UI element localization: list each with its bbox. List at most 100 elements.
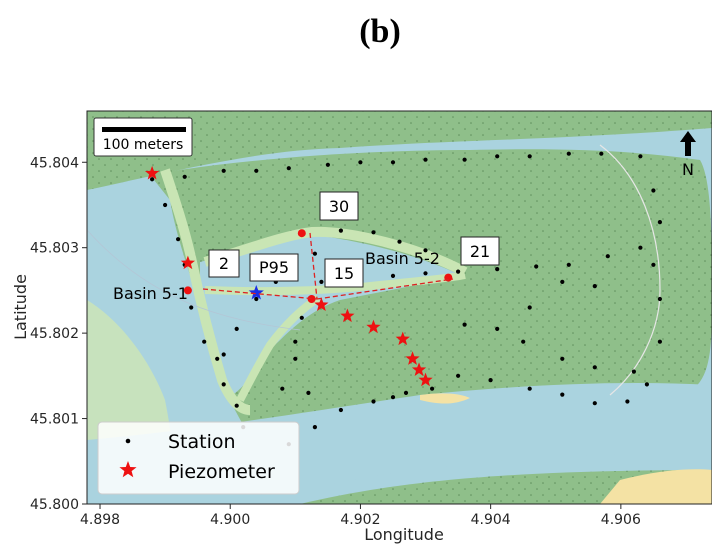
- station-point: [234, 326, 239, 331]
- callout-21: 21: [460, 236, 500, 266]
- site-marker-30: [297, 229, 306, 238]
- y-tick-label: 45.802: [30, 326, 79, 342]
- station-point: [390, 395, 396, 400]
- station-point: [657, 220, 663, 225]
- station-point: [423, 248, 428, 253]
- station-point: [495, 154, 500, 159]
- station-point: [566, 262, 571, 267]
- station-point: [592, 284, 597, 289]
- station-point: [358, 160, 363, 165]
- dyke-south: [204, 271, 466, 296]
- station-point: [521, 339, 526, 344]
- station-point: [182, 174, 187, 179]
- scale-bar-label: 100 meters: [103, 137, 184, 153]
- station-point: [338, 228, 343, 233]
- station-point: [527, 305, 532, 310]
- callout-label: 2: [219, 254, 229, 273]
- legend: Station Piezometer: [97, 421, 300, 495]
- station-point: [527, 386, 532, 391]
- callouts: 2 P95 30 15 21: [208, 191, 500, 288]
- station-point: [560, 356, 565, 361]
- station-point: [566, 151, 571, 156]
- station-point: [657, 339, 663, 344]
- legend-box: [97, 421, 300, 495]
- plot-frame: [86, 110, 712, 505]
- station-point: [234, 403, 239, 408]
- basin-5-1-label: Basin 5-1: [113, 284, 188, 303]
- site-marker-15: [307, 295, 316, 303]
- station-point: [254, 168, 259, 173]
- station-point: [651, 262, 656, 267]
- station-point: [456, 269, 461, 274]
- plot-area: [86, 110, 712, 505]
- piezometer-point: [314, 297, 329, 311]
- callout-2: 2: [208, 249, 240, 278]
- north-arrow-icon: [680, 131, 696, 156]
- legend-station-label: Station: [168, 431, 236, 453]
- station-point: [456, 373, 461, 378]
- dashed-connections: [202, 232, 454, 300]
- station-point: [319, 279, 324, 284]
- dashed-line-basin-5-2: [316, 278, 454, 300]
- scale-bar-line: [102, 127, 186, 132]
- dashed-line-30-15: [309, 232, 318, 300]
- x-tick-label: 4.904: [471, 512, 511, 528]
- y-axis-label: Latitude: [11, 274, 30, 340]
- station-point: [599, 151, 604, 156]
- station-point: [638, 245, 643, 250]
- station-point: [638, 154, 643, 159]
- callout-label: 30: [329, 197, 349, 216]
- y-tick-label: 45.801: [30, 412, 79, 428]
- callout-label: 15: [334, 264, 354, 283]
- x-tick-label: 4.900: [210, 512, 250, 528]
- site-marker-2: [183, 286, 192, 295]
- station-point: [312, 425, 317, 430]
- callout-15: 15: [324, 258, 364, 288]
- station-point: [150, 177, 155, 182]
- station-point: [202, 339, 207, 344]
- station-point: [423, 157, 428, 162]
- station-point: [495, 267, 500, 272]
- station-point: [221, 352, 226, 357]
- scale-bar: 100 meters: [93, 117, 193, 157]
- dyke-inner: [236, 294, 321, 402]
- station-point: [215, 356, 220, 361]
- land-texture: [150, 149, 712, 461]
- piezometer-point: [366, 319, 381, 334]
- x-tick-label: 4.902: [340, 512, 380, 528]
- station-point: [631, 369, 637, 374]
- station-point: [280, 386, 285, 391]
- station-point: [371, 399, 376, 404]
- piezometer-point: [411, 362, 427, 376]
- station-point: [527, 154, 532, 159]
- sand-bank-center: [420, 393, 470, 404]
- road-line: [87, 229, 301, 331]
- y-tick-label: 45.800: [30, 497, 79, 513]
- x-axis-label: Longitude: [364, 525, 444, 544]
- station-point: [163, 202, 168, 208]
- station-point: [371, 230, 376, 235]
- axes: 4.898 4.900 4.902 4.904 4.906 45.800 45.801 45.…: [30, 155, 641, 528]
- station-point: [430, 386, 435, 391]
- piezometer-point: [395, 331, 410, 346]
- station-point: [592, 365, 597, 370]
- station-point: [651, 188, 656, 193]
- station-point: [560, 279, 565, 284]
- station-point: [325, 162, 330, 167]
- legend-station-marker: [125, 438, 131, 444]
- dyke-north: [203, 226, 468, 277]
- station-point: [312, 251, 317, 256]
- station-point: [644, 382, 650, 387]
- station-point: [488, 378, 493, 383]
- station-point: [221, 382, 226, 387]
- piezometer-point: [405, 351, 420, 365]
- station-point: [657, 296, 663, 302]
- station-point: [605, 254, 610, 259]
- station-point: [403, 390, 409, 395]
- piezometer-point: [180, 255, 196, 270]
- station-point: [423, 271, 428, 276]
- station-point: [293, 356, 298, 361]
- station-point: [338, 407, 343, 413]
- legend-piezometer-label: Piezometer: [168, 461, 275, 483]
- north-arrow-label: N: [682, 160, 694, 179]
